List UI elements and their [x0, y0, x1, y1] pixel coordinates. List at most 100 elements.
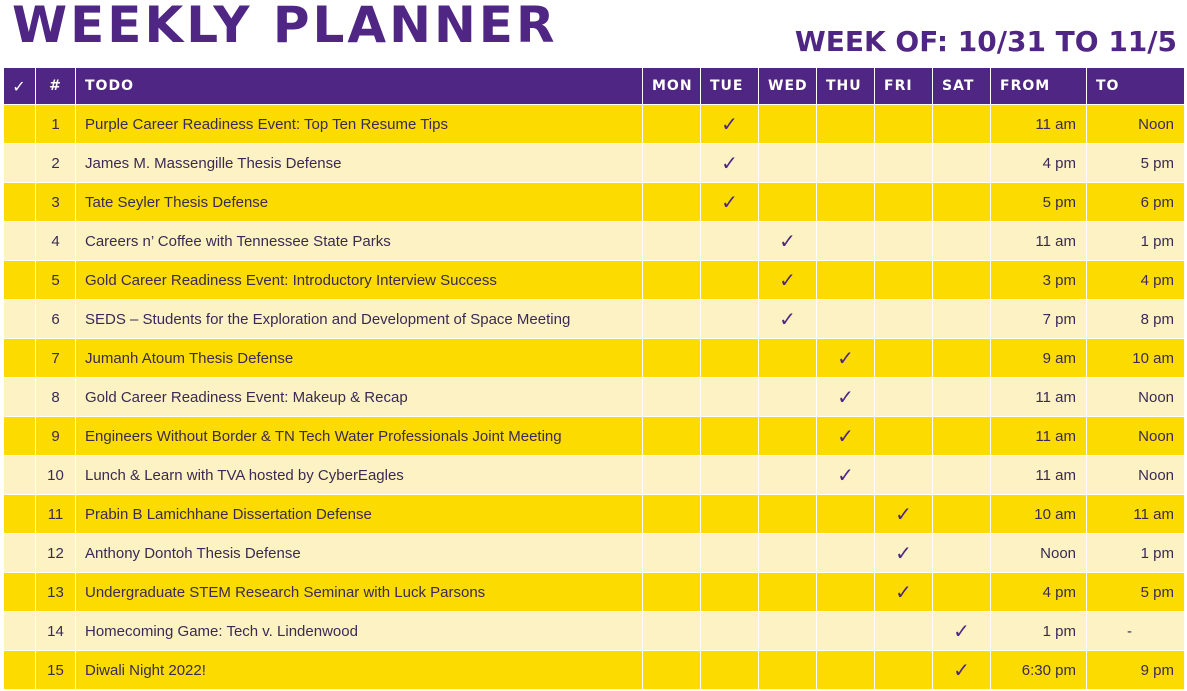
row-number: 14: [35, 611, 76, 651]
checkmark-icon: ✓: [721, 191, 738, 214]
from-time: 11 am: [990, 221, 1087, 261]
to-time: Noon: [1086, 104, 1185, 144]
row-number: 1: [35, 104, 76, 144]
day-cell-tue: [700, 299, 759, 339]
task-name: SEDS – Students for the Exploration and …: [75, 299, 643, 339]
day-cell-tue: [700, 494, 759, 534]
from-time: 11 am: [990, 104, 1087, 144]
day-cell-fri: [874, 650, 933, 690]
done-cell: [3, 182, 36, 222]
from-time: 7 pm: [990, 299, 1087, 339]
done-cell: [3, 650, 36, 690]
table-row: 15 Diwali Night 2022! ✓ 6:30 pm 9 pm: [3, 650, 1185, 690]
day-cell-thu: [816, 494, 875, 534]
done-cell: [3, 455, 36, 495]
to-time: 10 am: [1086, 338, 1185, 378]
day-cell-tue: ✓: [700, 182, 759, 222]
to-time: 11 am: [1086, 494, 1185, 534]
day-cell-mon: [642, 182, 701, 222]
day-cell-wed: [758, 494, 817, 534]
day-cell-tue: [700, 611, 759, 651]
table-row: 10 Lunch & Learn with TVA hosted by Cyber…: [3, 455, 1185, 495]
table-row: 14 Homecoming Game: Tech v. Lindenwood ✓ 1 …: [3, 611, 1185, 651]
from-time: 6:30 pm: [990, 650, 1087, 690]
to-time: 4 pm: [1086, 260, 1185, 300]
checkmark-icon: ✓: [837, 347, 854, 370]
day-cell-sat: [932, 221, 991, 261]
done-cell: [3, 260, 36, 300]
day-cell-thu: [816, 299, 875, 339]
day-cell-thu: [816, 650, 875, 690]
task-name: Anthony Dontoh Thesis Defense: [75, 533, 643, 573]
day-cell-wed: [758, 104, 817, 144]
day-cell-fri: [874, 104, 933, 144]
done-cell: [3, 533, 36, 573]
checkmark-icon: ✓: [779, 230, 796, 253]
row-number: 2: [35, 143, 76, 183]
row-number: 10: [35, 455, 76, 495]
day-cell-wed: ✓: [758, 299, 817, 339]
checkmark-icon: ✓: [721, 113, 738, 136]
day-cell-fri: ✓: [874, 533, 933, 573]
day-cell-sat: [932, 494, 991, 534]
task-name: James M. Massengille Thesis Defense: [75, 143, 643, 183]
day-cell-fri: [874, 455, 933, 495]
checkmark-icon: ✓: [837, 386, 854, 409]
day-cell-fri: [874, 260, 933, 300]
day-cell-wed: ✓: [758, 260, 817, 300]
day-cell-thu: [816, 182, 875, 222]
row-number: 4: [35, 221, 76, 261]
day-cell-thu: ✓: [816, 377, 875, 417]
row-number: 8: [35, 377, 76, 417]
table-row: 2 James M. Massengille Thesis Defense ✓ 4 p…: [3, 143, 1185, 183]
day-cell-thu: [816, 221, 875, 261]
header-wed: WED: [758, 67, 817, 105]
day-cell-thu: ✓: [816, 338, 875, 378]
day-cell-wed: [758, 143, 817, 183]
day-cell-tue: [700, 455, 759, 495]
from-time: 1 pm: [990, 611, 1087, 651]
row-number: 3: [35, 182, 76, 222]
from-time: Noon: [990, 533, 1087, 573]
day-cell-wed: [758, 455, 817, 495]
done-cell: [3, 143, 36, 183]
day-cell-sat: [932, 455, 991, 495]
day-cell-sat: [932, 377, 991, 417]
day-cell-mon: [642, 260, 701, 300]
row-number: 11: [35, 494, 76, 534]
table-row: 7 Jumanh Atoum Thesis Defense ✓ 9 am 10 am: [3, 338, 1185, 378]
header-thu: THU: [816, 67, 875, 105]
done-cell: [3, 611, 36, 651]
day-cell-fri: ✓: [874, 494, 933, 534]
day-cell-fri: [874, 338, 933, 378]
from-time: 11 am: [990, 416, 1087, 456]
to-time: 5 pm: [1086, 143, 1185, 183]
day-cell-mon: [642, 650, 701, 690]
day-cell-tue: [700, 416, 759, 456]
task-name: Gold Career Readiness Event: Introductor…: [75, 260, 643, 300]
done-cell: [3, 299, 36, 339]
day-cell-mon: [642, 494, 701, 534]
day-cell-fri: [874, 416, 933, 456]
from-time: 11 am: [990, 455, 1087, 495]
done-cell: [3, 494, 36, 534]
header-number: #: [35, 67, 76, 105]
table-row: 12 Anthony Dontoh Thesis Defense ✓ Noon 1 pm: [3, 533, 1185, 573]
task-name: Undergraduate STEM Research Seminar with…: [75, 572, 643, 612]
table-row: 8 Gold Career Readiness Event: Makeup & R…: [3, 377, 1185, 417]
task-name: Engineers Without Border & TN Tech Water…: [75, 416, 643, 456]
task-name: Lunch & Learn with TVA hosted by CyberEa…: [75, 455, 643, 495]
table-row: 4 Careers n’ Coffee with Tennessee State …: [3, 221, 1185, 261]
day-cell-fri: [874, 221, 933, 261]
day-cell-wed: [758, 650, 817, 690]
to-time: -: [1086, 611, 1185, 651]
day-cell-fri: [874, 299, 933, 339]
day-cell-thu: ✓: [816, 416, 875, 456]
to-time: Noon: [1086, 416, 1185, 456]
day-cell-tue: [700, 221, 759, 261]
day-cell-tue: ✓: [700, 143, 759, 183]
row-number: 12: [35, 533, 76, 573]
day-cell-tue: [700, 377, 759, 417]
checkmark-icon: ✓: [953, 620, 970, 643]
to-time: 6 pm: [1086, 182, 1185, 222]
